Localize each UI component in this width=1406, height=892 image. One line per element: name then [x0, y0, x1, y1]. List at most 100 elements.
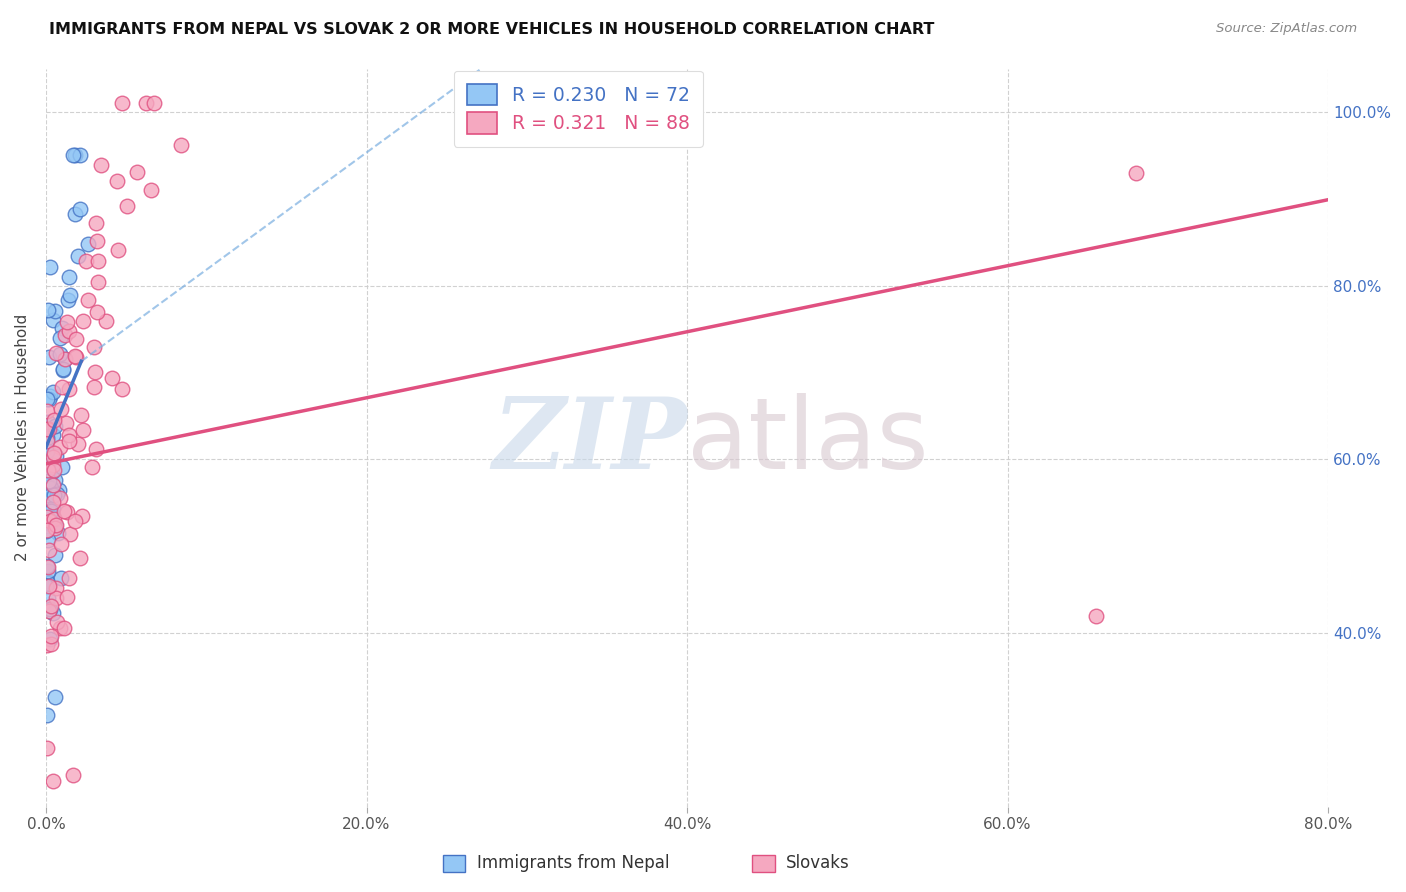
Point: [38, 421, 60, 435]
Point: [48, 483, 70, 498]
Point: [35, 434, 58, 449]
Point: [72, 423, 94, 437]
Point: [44, 473, 66, 487]
Point: [41, 606, 63, 620]
Point: [83, 380, 105, 394]
Point: [76, 236, 98, 251]
Point: [63, 148, 86, 162]
Point: [37, 559, 59, 574]
Point: [69, 551, 91, 566]
Point: [51, 320, 73, 334]
Point: [51, 401, 73, 416]
Point: [49, 331, 72, 345]
Point: [51, 537, 73, 551]
Point: [42, 773, 65, 788]
Point: [65, 332, 87, 346]
Point: [62, 148, 84, 162]
Point: [70, 408, 93, 422]
Text: Slovaks: Slovaks: [786, 855, 849, 872]
Point: [42, 501, 65, 516]
Point: [41, 495, 63, 509]
Point: [58, 270, 80, 285]
Point: [127, 165, 149, 179]
Point: [67, 437, 90, 451]
Text: IMMIGRANTS FROM NEPAL VS SLOVAK 2 OR MORE VEHICLES IN HOUSEHOLD CORRELATION CHAR: IMMIGRANTS FROM NEPAL VS SLOVAK 2 OR MOR…: [49, 22, 935, 37]
Point: [37, 564, 59, 578]
Point: [72, 508, 94, 523]
Point: [38, 578, 60, 592]
Point: [46, 486, 69, 500]
Point: [39, 389, 62, 403]
Point: [83, 340, 105, 354]
Point: [35, 579, 58, 593]
Point: [58, 382, 80, 396]
Point: [39, 503, 62, 517]
Point: [48, 441, 70, 455]
Point: [44, 303, 66, 318]
Point: [37, 463, 59, 477]
Point: [42, 413, 65, 427]
Point: [49, 491, 72, 505]
Point: [38, 491, 60, 506]
Point: [45, 346, 67, 360]
Point: [37, 575, 59, 590]
Point: [84, 216, 107, 230]
Point: [46, 526, 69, 541]
Point: [49, 347, 72, 361]
Point: [65, 350, 87, 364]
Point: [37, 523, 59, 537]
Point: [38, 464, 60, 478]
Point: [37, 558, 59, 573]
Point: [42, 313, 65, 327]
Point: [87, 275, 110, 289]
Point: [56, 505, 79, 519]
Point: [37, 403, 59, 417]
Point: [37, 441, 59, 455]
Y-axis label: 2 or more Vehicles in Household: 2 or more Vehicles in Household: [15, 314, 30, 561]
Point: [38, 474, 60, 488]
Point: [1125, 166, 1147, 180]
Point: [37, 302, 59, 317]
Point: [44, 419, 66, 434]
Point: [42, 512, 65, 526]
Point: [69, 202, 91, 216]
Point: [38, 504, 60, 518]
Point: [107, 244, 129, 258]
Point: [45, 582, 67, 596]
Point: [41, 478, 63, 492]
Point: [53, 327, 76, 342]
Point: [42, 458, 65, 473]
Point: [37, 515, 59, 529]
Point: [58, 324, 80, 338]
Point: [49, 571, 72, 585]
Point: [35, 440, 58, 454]
Point: [67, 249, 90, 263]
Point: [69, 148, 91, 162]
Point: [42, 428, 65, 442]
Point: [35, 432, 58, 446]
Point: [101, 370, 124, 384]
Point: [51, 459, 73, 474]
Point: [143, 96, 166, 111]
Point: [44, 446, 66, 460]
Point: [58, 428, 80, 442]
Point: [82, 459, 104, 474]
Point: [38, 632, 60, 647]
Point: [90, 158, 112, 172]
Point: [56, 293, 79, 308]
Point: [59, 287, 82, 301]
Point: [86, 305, 108, 319]
Point: [63, 207, 86, 221]
Point: [52, 363, 75, 377]
Point: [38, 351, 60, 365]
Point: [35, 392, 58, 407]
Point: [44, 690, 66, 705]
Point: [53, 621, 76, 635]
Point: [62, 767, 84, 781]
Point: [111, 96, 134, 111]
Point: [170, 138, 193, 153]
Point: [72, 314, 94, 328]
Point: [53, 351, 76, 366]
Point: [77, 293, 100, 307]
Point: [56, 590, 79, 604]
